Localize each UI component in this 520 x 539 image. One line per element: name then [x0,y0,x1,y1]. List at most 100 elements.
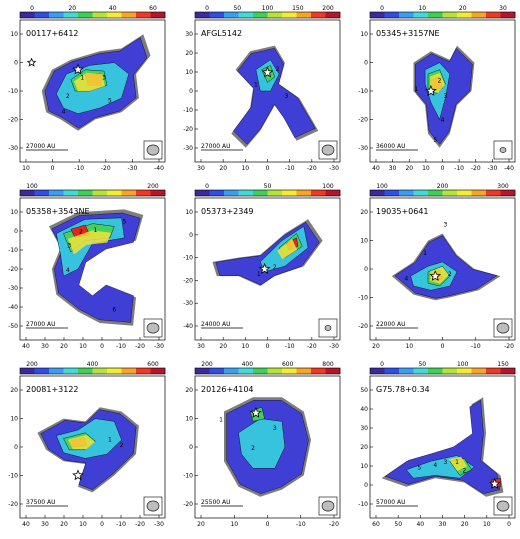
colorbar-segment [20,190,35,196]
x-tick-label: -30 [329,343,339,350]
colorbar-segment [471,190,487,196]
core-number-label: 2 [251,445,255,452]
core-number-label: 2 [276,66,280,73]
colorbar-segment [442,12,458,18]
core-number-label: 4 [62,109,66,116]
colorbar-segment [325,190,341,196]
colorbar-tick-label: 200 [437,183,449,190]
x-tick-label: -30 [154,521,164,528]
star-marker-icon [488,477,501,489]
x-tick-label: 30 [389,165,397,172]
y-tick-label: 10 [360,238,368,245]
y-tick-label: -20 [183,277,193,284]
colorbar-segment [49,368,64,374]
star-marker-icon [250,406,262,418]
colorbar-tick-label: 10 [418,5,426,12]
beam-ellipse-icon [146,144,160,156]
colorbar-segment [384,190,400,196]
colorbar-segment [399,12,414,18]
colorbar-segment [209,190,225,196]
core-number-label: 1 [219,416,223,423]
y-tick-label: -30 [183,145,193,152]
source-name: G75.78+0.34 [376,385,430,394]
x-tick-label: -40 [154,165,164,172]
colorbar-segment [121,190,137,196]
y-tick-label: 0 [189,444,193,451]
colorbar [369,367,516,375]
x-tick-label: -20 [307,343,317,350]
x-tick-label: 0 [100,521,104,528]
colorbar-segment [224,368,239,374]
colorbar-tick-label: 50 [418,361,426,368]
core-number-label: 4 [66,267,70,274]
x-tick-label: -10 [116,343,126,350]
colorbar-segment [428,12,443,18]
beam-ellipse-icon [146,500,160,512]
core-number-label: 4 [404,275,408,282]
x-tick-label: -10 [454,165,464,172]
colorbar-segment [457,368,472,374]
source-name: AFGL5142 [201,29,242,38]
colorbar-tick-label: 30 [499,5,507,12]
colorbar-segment [49,190,64,196]
x-tick-label: 10 [230,521,238,528]
emission-warm [430,72,445,94]
y-tick-label: 20 [360,209,368,216]
colorbar-tick-label: 20 [68,5,76,12]
colorbar [19,189,166,197]
x-tick-label: 50 [394,521,402,528]
x-tick-label: -10 [285,343,295,350]
y-tick-label: -40 [183,323,193,330]
x-tick-label: 20 [219,343,227,350]
core-number-label: 1 [257,271,261,278]
star-marker-icon [261,66,274,78]
y-tick-label: -20 [183,501,193,508]
colorbar-segment [428,368,443,374]
colorbar-segment [370,12,385,18]
x-tick-label: -20 [135,343,145,350]
colorbar-segment [92,12,108,18]
y-tick-label: -40 [8,304,18,311]
colorbar-segment [311,190,326,196]
colorbar-segment [471,12,487,18]
x-tick-label: -20 [101,165,111,172]
source-name: 05358+3543NE [26,207,90,216]
colorbar-segment [500,368,516,374]
y-tick-label: 20 [10,387,18,394]
colorbar-segment [253,368,268,374]
colorbar [369,189,516,197]
x-tick-label: 10 [79,521,87,528]
colorbar-tick-label: 0 [380,361,384,368]
colorbar-segment [413,368,429,374]
x-tick-label: 10 [422,165,430,172]
colorbar-tick-label: 600 [282,361,294,368]
colorbar-segment [136,368,151,374]
colorbar-segment [267,190,283,196]
y-tick-label: 10 [10,31,18,38]
star-marker-icon [429,270,441,281]
core-number-label: 2 [462,468,466,475]
colorbar-segment [121,12,137,18]
x-tick-label: 30 [41,343,49,350]
x-tick-label: 10 [22,165,30,172]
colorbar-tick-label: 400 [87,361,99,368]
core-number-label: 2 [273,264,277,271]
y-tick-label: 10 [185,209,193,216]
colorbar-tick-label: 0 [380,5,384,12]
colorbar [194,367,341,375]
colorbar-segment [34,190,50,196]
source-name: 00117+6412 [26,29,79,38]
colorbar-tick-label: 150 [497,361,509,368]
beam-ellipse-icon [321,500,335,512]
colorbar-segment [500,190,516,196]
x-tick-label: -20 [471,165,481,172]
y-tick-label: 0 [364,60,368,67]
x-tick-label: -10 [116,521,126,528]
colorbar-segment [92,190,108,196]
